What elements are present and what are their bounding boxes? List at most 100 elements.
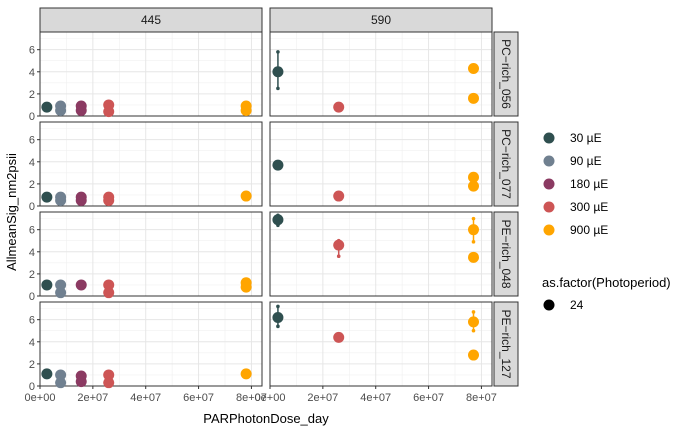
panel-border — [39, 31, 263, 117]
panel-background — [40, 212, 262, 296]
data-point — [103, 369, 115, 381]
row-strip — [493, 121, 519, 207]
y-tick-label: 4 — [29, 247, 35, 259]
data-point — [333, 239, 345, 251]
x-tick-label: 6e+07 — [183, 392, 214, 404]
panel — [39, 31, 263, 117]
y-tick-label: 6 — [29, 225, 35, 237]
data-point — [103, 377, 115, 389]
panel-points — [41, 277, 252, 299]
column-strip — [39, 7, 263, 33]
panel-border — [269, 301, 493, 387]
panel-background — [270, 122, 492, 206]
legend-color-key — [543, 155, 555, 167]
data-point — [333, 331, 345, 343]
x-tick-label: 8e+07 — [236, 392, 267, 404]
panels-layer: 445 590 PC−rich_056 PC−rich_077 PE−rich_048 P… — [39, 7, 519, 389]
panel — [39, 301, 263, 387]
panel-border — [269, 31, 493, 117]
panel-border — [269, 121, 493, 207]
row-strip-label: PE−rich_048 — [499, 219, 513, 288]
legend-color-label: 90 µE — [570, 154, 602, 168]
legend-shape: as.factor(Photoperiod) 24 — [542, 275, 671, 312]
legend-shape-key — [543, 299, 555, 311]
data-point — [75, 376, 87, 388]
data-point — [240, 190, 252, 202]
y-tick-label: 2 — [29, 179, 35, 191]
data-point — [103, 106, 115, 118]
legend-shape-label: 24 — [570, 298, 584, 312]
x-tick-label: 6e+07 — [413, 392, 444, 404]
data-point — [103, 279, 115, 291]
panel-points — [41, 368, 252, 389]
data-point — [41, 191, 53, 203]
row-strip-label: PE−rich_127 — [499, 309, 513, 378]
panel-background — [270, 32, 492, 116]
x-tick-label: 0e+00 — [25, 392, 56, 404]
data-point — [55, 287, 67, 299]
data-point — [41, 101, 53, 113]
y-tick-label: 0 — [29, 291, 35, 303]
data-point — [55, 369, 67, 381]
legend-color-label: 30 µE — [570, 131, 602, 145]
y-tick-label: 2 — [29, 359, 35, 371]
row-strip — [493, 31, 519, 117]
data-point — [468, 92, 479, 104]
y-tick-label: 2 — [29, 269, 35, 281]
legend-shape-title: as.factor(Photoperiod) — [542, 275, 671, 290]
x-tick-label: 4e+07 — [130, 392, 161, 404]
data-point — [333, 101, 345, 113]
y-tick-label: 4 — [29, 337, 35, 349]
data-point — [468, 251, 479, 263]
axes-layer: 0 2 4 6 0 2 4 6 0 2 4 6 0 2 4 6 0e+00 2e+07 4e+07 6e+07 8e+0… — [25, 45, 497, 404]
data-point — [272, 159, 284, 171]
column-strip — [269, 7, 493, 33]
legend-color-label: 180 µE — [570, 177, 608, 191]
column-strip-label: 445 — [141, 13, 161, 27]
panel-background — [270, 302, 492, 386]
error-bar-end — [336, 254, 341, 259]
panel-points — [272, 50, 479, 113]
panel-border — [39, 211, 263, 297]
y-tick-label: 6 — [29, 315, 35, 327]
x-tick-label: 0e+00 — [255, 392, 286, 404]
y-tick-label: 0 — [29, 381, 35, 393]
data-point — [468, 62, 479, 74]
data-point — [55, 194, 67, 206]
error-bar-end — [471, 328, 476, 333]
error-bar-end — [276, 324, 280, 329]
y-axis-title: AllmeanSig_nm2psii — [4, 153, 19, 271]
x-tick-label: 4e+07 — [360, 392, 391, 404]
panel-background — [270, 212, 492, 296]
y-tick-label: 2 — [29, 89, 35, 101]
data-point — [240, 104, 252, 116]
data-point — [41, 279, 53, 291]
data-point — [75, 194, 87, 206]
row-strip — [493, 211, 519, 297]
legend-color: 30 µE 90 µE 180 µE 300 µE 900 µE — [543, 131, 608, 237]
y-tick-label: 4 — [29, 157, 35, 169]
data-point — [272, 214, 284, 226]
data-point — [468, 180, 479, 192]
panel-points — [272, 304, 479, 361]
row-strip-label: PC−rich_056 — [499, 39, 513, 109]
data-point — [468, 224, 479, 236]
data-point — [240, 281, 252, 293]
legend-color-key — [543, 132, 555, 144]
x-axis-title: PARPhotonDose_day — [203, 411, 329, 426]
panel — [269, 121, 493, 207]
panel — [269, 31, 493, 117]
legend-color-label: 900 µE — [570, 223, 608, 237]
legend-color-key — [543, 178, 555, 190]
panel-border — [39, 121, 263, 207]
data-point — [468, 171, 479, 183]
row-strip-label: PC−rich_077 — [499, 129, 513, 199]
panel-background — [40, 32, 262, 116]
row-strip — [493, 301, 519, 387]
data-point — [41, 368, 53, 380]
error-bar-end — [276, 50, 280, 54]
panel-border — [269, 211, 493, 297]
error-bar-end — [276, 304, 280, 309]
legend-color-key — [543, 224, 555, 236]
